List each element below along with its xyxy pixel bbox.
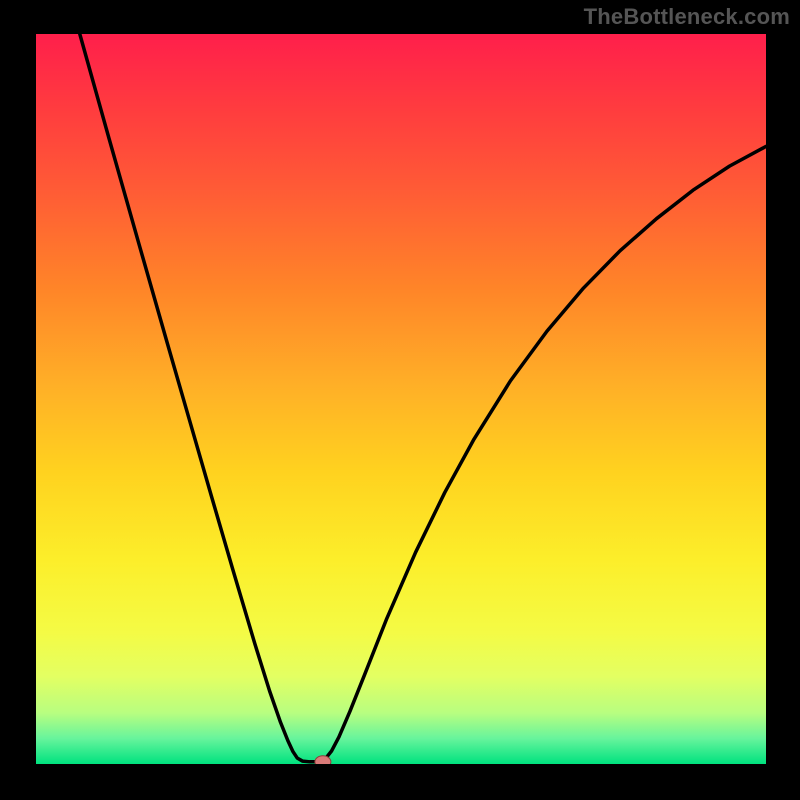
- optimal-point-marker: [315, 756, 331, 764]
- chart-frame: TheBottleneck.com: [0, 0, 800, 800]
- watermark-label: TheBottleneck.com: [584, 4, 790, 30]
- gradient-background: [36, 34, 766, 764]
- plot-svg: [36, 34, 766, 764]
- plot-area: [36, 34, 766, 764]
